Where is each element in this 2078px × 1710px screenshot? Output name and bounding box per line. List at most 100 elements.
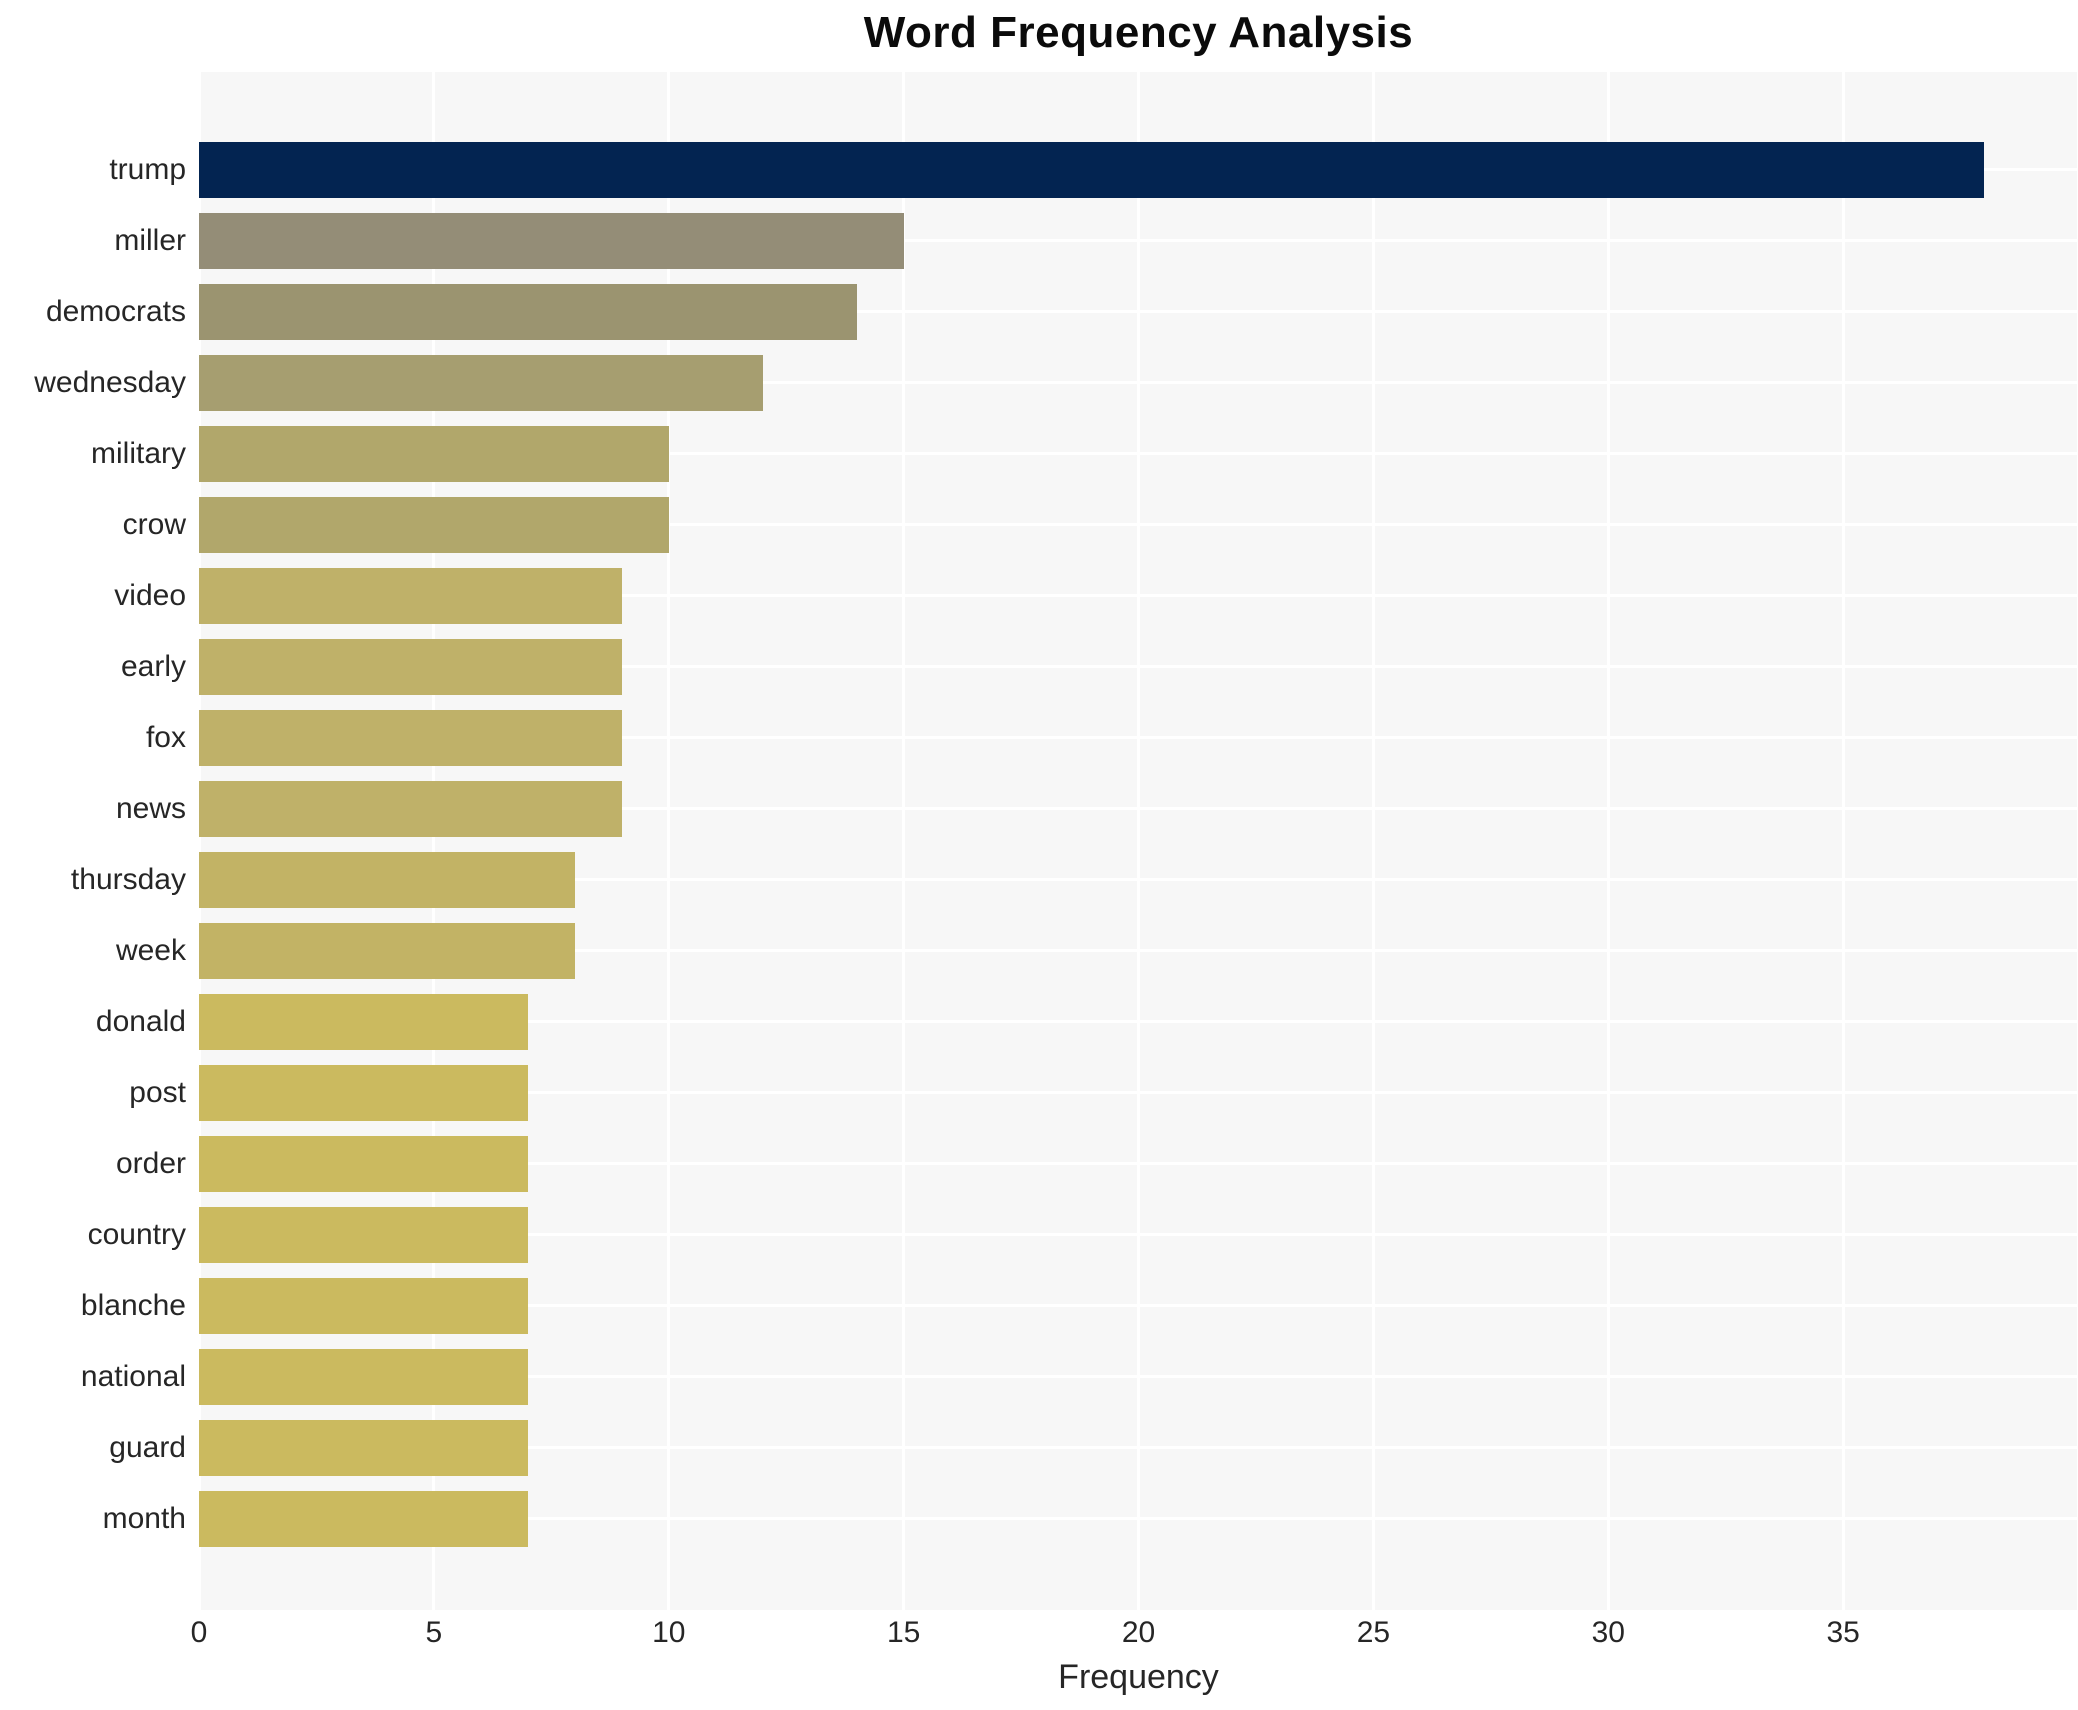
bar-rows [199, 134, 2078, 1554]
y-tick-label-miller: miller [114, 223, 186, 257]
x-tick-label-5: 5 [425, 1616, 443, 1649]
gridline-y-post [199, 1091, 2078, 1094]
bar-row-crow [199, 489, 2078, 560]
gridline-x-30 [1606, 72, 1610, 1610]
bar-month [199, 1490, 528, 1547]
x-tick-label-15: 15 [886, 1616, 921, 1649]
y-tick-label-fox: fox [145, 720, 186, 754]
y-tick-label-country: country [87, 1217, 186, 1251]
gridline-y-donald [199, 1020, 2078, 1023]
x-tick-label-10: 10 [652, 1616, 686, 1649]
bar-row-fox [199, 702, 2078, 773]
gridline-x-10 [667, 72, 671, 1610]
gridline-y-fox [199, 736, 2078, 739]
bar-wednesday [199, 354, 763, 411]
bar-crow [199, 496, 669, 553]
bar-week [199, 922, 575, 979]
y-tick-label-blanche: blanche [80, 1288, 186, 1322]
y-tick-label-post: post [129, 1075, 186, 1109]
bar-trump [199, 141, 1985, 198]
y-tick-label-wednesday: wednesday [34, 365, 186, 399]
bar-military [199, 425, 669, 482]
gridline-y-national [199, 1375, 2078, 1378]
gridline-y-blanche [199, 1304, 2078, 1307]
gridline-x-15 [902, 72, 906, 1610]
gridline-x-5 [432, 72, 436, 1610]
gridline-y-crow [199, 523, 2078, 526]
bar-donald [199, 993, 528, 1050]
gridline-y-month [199, 1517, 2078, 1520]
x-tick-label-20: 20 [1121, 1616, 1156, 1649]
y-tick-label-military: military [91, 436, 186, 470]
bar-national [199, 1348, 528, 1405]
bar-row-month [199, 1483, 2078, 1554]
gridline-x-20 [1137, 72, 1140, 1610]
bar-row-national [199, 1341, 2078, 1412]
gridline-y-military [199, 452, 2078, 455]
y-tick-label-crow: crow [122, 507, 186, 541]
y-tick-label-thursday: thursday [70, 862, 186, 896]
gridline-y-news [199, 807, 2078, 810]
bar-fox [199, 709, 622, 766]
bar-democrats [199, 283, 857, 340]
chart-title: Word Frequency Analysis [863, 8, 1414, 57]
bar-row-order [199, 1128, 2078, 1199]
bar-country [199, 1206, 528, 1263]
gridline-y-democrats [199, 310, 2078, 313]
bar-miller [199, 212, 904, 269]
bar-row-post [199, 1057, 2078, 1128]
x-axis-title: Frequency [1058, 1658, 1219, 1696]
y-tick-label-news: news [115, 791, 186, 825]
y-tick-label-order: order [115, 1146, 186, 1180]
bar-row-miller [199, 205, 2078, 276]
bar-post [199, 1064, 528, 1121]
bar-row-blanche [199, 1270, 2078, 1341]
gridline-y-week [199, 949, 2078, 952]
bar-row-trump [199, 134, 2078, 205]
gridline-x-40 [2076, 72, 2078, 1610]
y-tick-label-donald: donald [95, 1004, 186, 1038]
y-axis-labels: trump miller democrats wednesday military cro… [0, 134, 186, 1554]
bar-news [199, 780, 622, 837]
y-tick-label-week: week [115, 933, 186, 967]
bar-order [199, 1135, 528, 1192]
bar-row-wednesday [199, 347, 2078, 418]
gridline-x-25 [1371, 72, 1375, 1610]
bar-video [199, 567, 622, 624]
bar-row-guard [199, 1412, 2078, 1483]
bar-row-donald [199, 986, 2078, 1057]
y-tick-label-video: video [114, 578, 186, 612]
gridline-y-order [199, 1162, 2078, 1165]
gridline-x-0 [197, 72, 201, 1610]
bar-row-video [199, 560, 2078, 631]
gridline-y-wednesday [199, 381, 2078, 384]
bar-row-thursday [199, 844, 2078, 915]
plot-area [197, 72, 2078, 1610]
y-tick-label-trump: trump [109, 152, 186, 186]
x-tick-label-25: 25 [1356, 1616, 1391, 1649]
y-tick-label-month: month [102, 1501, 186, 1535]
bar-row-democrats [199, 276, 2078, 347]
x-tick-label-35: 35 [1826, 1616, 1860, 1649]
bar-row-news [199, 773, 2078, 844]
bar-row-military [199, 418, 2078, 489]
bar-blanche [199, 1277, 528, 1334]
bar-guard [199, 1419, 528, 1476]
y-tick-label-national: national [80, 1359, 186, 1393]
bar-row-week [199, 915, 2078, 986]
y-tick-label-democrats: democrats [45, 294, 186, 328]
bar-early [199, 638, 622, 695]
y-tick-label-guard: guard [109, 1430, 186, 1464]
y-tick-label-early: early [120, 649, 186, 683]
gridline-y-video [199, 594, 2078, 597]
bar-thursday [199, 851, 575, 908]
gridline-x-35 [1841, 72, 1845, 1610]
gridline-y-early [199, 665, 2078, 668]
x-axis-ticks: 0 5 10 15 20 25 30 35 [0, 1616, 2078, 1656]
gridline-y-guard [199, 1446, 2078, 1449]
bar-row-early [199, 631, 2078, 702]
gridline-y-thursday [199, 878, 2078, 881]
gridline-y-country [199, 1233, 2078, 1236]
gridline-y-miller [199, 239, 2078, 242]
bar-row-country [199, 1199, 2078, 1270]
